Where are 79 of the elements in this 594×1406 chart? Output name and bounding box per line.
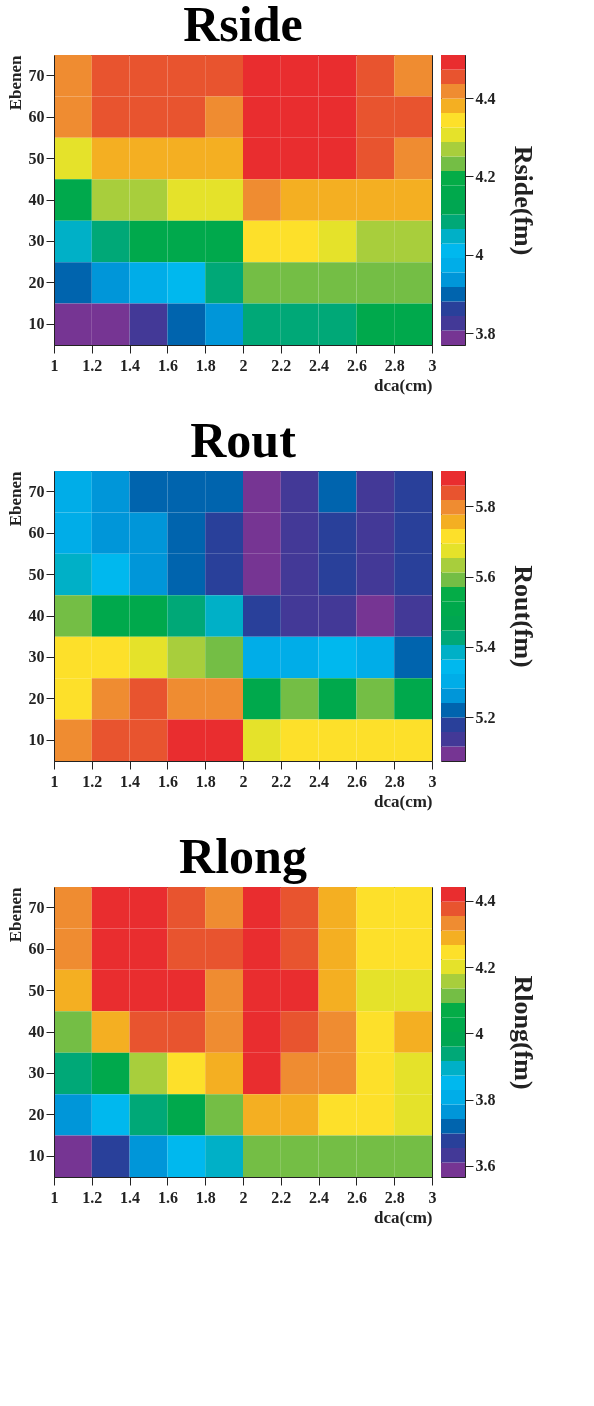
y-tick-label: 40 <box>28 607 45 624</box>
y-tick-label: 70 <box>28 482 45 500</box>
y-tick-label: 10 <box>28 731 45 749</box>
x-tick-label: 2.2 <box>271 356 292 374</box>
x-tick-label: 1.4 <box>120 772 141 790</box>
x-tick-label: 2 <box>239 1188 248 1206</box>
x-tick-label: 2.4 <box>309 356 330 374</box>
y-tick-label: 30 <box>28 232 45 250</box>
x-axis-title: dca(cm) <box>373 791 433 811</box>
chart-title: Rlong <box>179 828 307 884</box>
y-tick-label: 30 <box>28 648 45 666</box>
x-tick-label: 1.8 <box>195 356 216 374</box>
color-bar-title: Rside(fm) <box>508 145 538 256</box>
color-bar-label: 5.2 <box>475 708 496 726</box>
x-tick-label: 1.2 <box>82 1188 103 1206</box>
color-bar-title: Rlong(fm) <box>508 975 538 1090</box>
y-tick-label: 30 <box>28 1064 45 1082</box>
y-tick-label: 20 <box>28 689 45 707</box>
x-tick-label: 1.6 <box>157 1188 178 1206</box>
y-tick-label: 50 <box>28 565 45 583</box>
x-tick-label: 1.4 <box>120 356 141 374</box>
y-axis-title: Ebenen <box>5 886 25 943</box>
x-tick-label: 2 <box>239 356 248 374</box>
chart-title: Rside <box>183 0 303 52</box>
color-bar-label: 4.4 <box>475 89 496 107</box>
color-bar-label: 5.4 <box>475 638 496 656</box>
x-tick-label: 2 <box>239 772 248 790</box>
x-tick-label: 1.6 <box>157 772 178 790</box>
color-bar-label: 3.8 <box>475 324 496 342</box>
color-bar-label: 4.2 <box>475 167 496 185</box>
color-bar-label: 3.8 <box>475 1091 496 1109</box>
y-tick-label: 60 <box>28 524 45 542</box>
y-tick-label: 70 <box>28 898 45 916</box>
chart-title: Rout <box>190 412 297 468</box>
y-tick-label: 60 <box>28 108 45 126</box>
y-tick-label: 40 <box>28 1023 45 1040</box>
x-tick-label: 2.6 <box>346 772 367 790</box>
x-tick-label: 1.2 <box>82 356 103 374</box>
color-bar-label: 4.2 <box>475 958 496 976</box>
x-axis-title: dca(cm) <box>373 375 433 395</box>
x-axis-title: dca(cm) <box>373 1207 433 1227</box>
x-tick-label: 3 <box>428 1188 437 1206</box>
x-tick-label: 1 <box>50 1188 59 1206</box>
x-tick-label: 2.6 <box>346 1188 367 1206</box>
y-tick-label: 40 <box>28 191 45 208</box>
y-tick-label: 20 <box>28 1105 45 1123</box>
x-tick-label: 1.6 <box>157 356 178 374</box>
x-tick-label: 1.4 <box>120 1188 141 1206</box>
x-tick-label: 2.8 <box>384 772 405 790</box>
y-tick-label: 70 <box>28 66 45 84</box>
x-tick-label: 1 <box>50 772 59 790</box>
color-bar-label: 5.8 <box>475 497 496 515</box>
x-tick-label: 2.2 <box>271 772 292 790</box>
color-bar-title: Rout(fm) <box>508 565 538 668</box>
x-tick-label: 2.4 <box>309 772 330 790</box>
y-axis-title: Ebenen <box>5 470 25 527</box>
color-bar-label: 5.6 <box>475 568 496 586</box>
color-bar-label: 4 <box>475 246 484 264</box>
y-tick-label: 50 <box>28 149 45 167</box>
x-tick-label: 2.2 <box>271 1188 292 1206</box>
y-tick-label: 10 <box>28 1147 45 1165</box>
x-tick-label: 2.8 <box>384 356 405 374</box>
color-bar-label: 3.6 <box>475 1157 496 1175</box>
x-tick-label: 3 <box>428 772 437 790</box>
y-tick-label: 50 <box>28 981 45 999</box>
y-tick-label: 60 <box>28 940 45 958</box>
x-tick-label: 2.6 <box>346 356 367 374</box>
x-tick-label: 2.4 <box>309 1188 330 1206</box>
x-tick-label: 3 <box>428 356 437 374</box>
color-bar-label: 4.4 <box>475 892 496 910</box>
y-axis-title: Ebenen <box>5 54 25 111</box>
x-tick-label: 1.8 <box>195 772 216 790</box>
x-tick-label: 1.8 <box>195 1188 216 1206</box>
color-bar-label: 4 <box>475 1024 484 1042</box>
x-tick-label: 1 <box>50 356 59 374</box>
x-tick-label: 2.8 <box>384 1188 405 1206</box>
y-tick-label: 10 <box>28 315 45 333</box>
x-tick-label: 1.2 <box>82 772 103 790</box>
y-tick-label: 20 <box>28 273 45 291</box>
